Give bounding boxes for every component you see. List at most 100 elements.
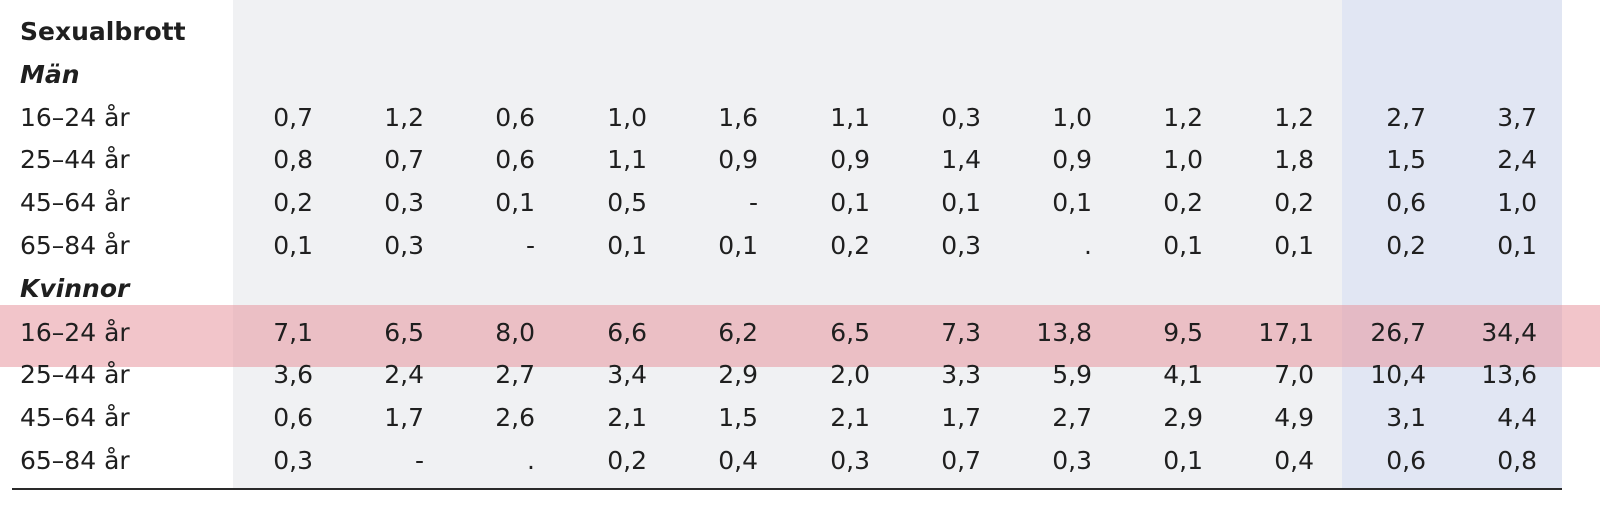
table-cell: 0,9 [1052, 145, 1092, 174]
table-cell: 2,9 [718, 360, 758, 389]
table-cell: 26,7 [1370, 318, 1426, 347]
table-cell: 0,1 [607, 231, 647, 260]
table-cell: 17,1 [1258, 318, 1314, 347]
table-cell: 1,2 [1274, 103, 1314, 132]
table-cell: 6,5 [830, 318, 870, 347]
recent-years-band [1342, 0, 1562, 488]
table-cell: 8,0 [495, 318, 535, 347]
table-row: 16–24 år 0,7 1,2 0,6 1,0 1,6 1,1 0,3 1,0 1,2 1,2 2,… [0, 96, 1600, 140]
table-row: 65–84 år 0,1 0,3 - 0,1 0,1 0,2 0,3. 0,1 0,1 0,2 0,1 [0, 224, 1600, 268]
table-cell: 0,6 [1386, 188, 1426, 217]
age-group-label: 25–44 år [20, 360, 130, 389]
table-cell: 0,2 [1386, 231, 1426, 260]
table-cell: - [525, 231, 535, 260]
table-cell: 3,3 [941, 360, 981, 389]
age-group-label: 45–64 år [20, 403, 130, 432]
table-cell: 0,6 [273, 403, 313, 432]
table-cell: 1,5 [1386, 145, 1426, 174]
table-cell: 3,4 [607, 360, 647, 389]
table-cell: 5,9 [1052, 360, 1092, 389]
table-cell: 1,0 [607, 103, 647, 132]
table-cell: 1,4 [941, 145, 981, 174]
table-cell: 1,7 [384, 403, 424, 432]
table-cell: 1,1 [607, 145, 647, 174]
table-cell: 0,1 [273, 231, 313, 260]
table-cell: 0,2 [607, 446, 647, 475]
table-cell: 3,7 [1497, 103, 1537, 132]
table-cell: 0,4 [718, 446, 758, 475]
table-cell: 0,5 [607, 188, 647, 217]
table-row: 45–64 år 0,6 1,7 2,6 2,1 1,5 2,1 1,7 2,7 2,9 4,9 3,… [0, 396, 1600, 440]
table-shaded-area [233, 0, 1342, 488]
age-group-label: 16–24 år [20, 103, 130, 132]
table-cell: 0,1 [1163, 231, 1203, 260]
table-cell: 1,0 [1163, 145, 1203, 174]
table-cell: 0,3 [273, 446, 313, 475]
table-cell: 0,1 [941, 188, 981, 217]
table-cell: 1,5 [718, 403, 758, 432]
table-cell: 0,8 [273, 145, 313, 174]
table-row: 65–84 år 0,3 -. 0,2 0,4 0,3 0,7 0,3 0,1 0,4 0,6 0,8 [0, 439, 1600, 483]
table-cell: 3,6 [273, 360, 313, 389]
table-cell: 2,9 [1163, 403, 1203, 432]
table-cell: 1,7 [941, 403, 981, 432]
table-cell: 34,4 [1481, 318, 1537, 347]
table-cell: 0,7 [941, 446, 981, 475]
table-cell: 2,6 [495, 403, 535, 432]
table-cell: - [748, 188, 758, 217]
table-cell: 0,7 [273, 103, 313, 132]
table-cell: 0,3 [941, 103, 981, 132]
table-cell: 0,3 [384, 231, 424, 260]
table-cell: 0,1 [1497, 231, 1537, 260]
table-cell: 0,6 [495, 145, 535, 174]
table-cell: 13,6 [1481, 360, 1537, 389]
table-cell: 3,1 [1386, 403, 1426, 432]
table-cell: 0,2 [273, 188, 313, 217]
table-cell: 0,2 [1163, 188, 1203, 217]
table-cell: - [414, 446, 424, 475]
table-cell: 1,1 [830, 103, 870, 132]
table-cell: 0,1 [495, 188, 535, 217]
table-cell: 9,5 [1163, 318, 1203, 347]
table-cell: 4,9 [1274, 403, 1314, 432]
table-cell: 7,1 [273, 318, 313, 347]
table-cell: 0,4 [1274, 446, 1314, 475]
table-cell: 1,8 [1274, 145, 1314, 174]
table-cell: 0,2 [1274, 188, 1314, 217]
table-cell: 0,8 [1497, 446, 1537, 475]
table-cell: 0,6 [495, 103, 535, 132]
age-group-label: 65–84 år [20, 446, 130, 475]
table-cell: . [527, 446, 535, 475]
table-cell: 2,4 [384, 360, 424, 389]
table-cell: 0,9 [718, 145, 758, 174]
table-cell: . [1084, 231, 1092, 260]
group-header-row: Män [0, 53, 1600, 97]
table-cell: 0,1 [830, 188, 870, 217]
table-cell: 2,4 [1497, 145, 1537, 174]
table-row: 16–24 år 7,1 6,5 8,0 6,6 6,2 6,5 7,3 13,8 9,5 17,1… [0, 311, 1600, 355]
table-cell: 0,3 [1052, 446, 1092, 475]
group-label: Män [20, 60, 80, 89]
table-cell: 0,1 [1163, 446, 1203, 475]
table-cell: 6,6 [607, 318, 647, 347]
table-cell: 1,6 [718, 103, 758, 132]
table-cell: 0,1 [1274, 231, 1314, 260]
table-title: Sexualbrott [20, 17, 186, 46]
row-highlight [0, 305, 1600, 367]
table-cell: 1,0 [1497, 188, 1537, 217]
age-group-label: 25–44 år [20, 145, 130, 174]
group-header-row: Kvinnor [0, 267, 1600, 311]
table-cell: 1,0 [1052, 103, 1092, 132]
table-cell: 0,1 [1052, 188, 1092, 217]
table-cell: 10,4 [1370, 360, 1426, 389]
table-cell: 2,7 [495, 360, 535, 389]
table-row: 25–44 år 0,8 0,7 0,6 1,1 0,9 0,9 1,4 0,9 1,0 1,8 1,… [0, 138, 1600, 182]
table-row: 25–44 år 3,6 2,4 2,7 3,4 2,9 2,0 3,3 5,9 4,1 7,0 10… [0, 353, 1600, 397]
table-cell: 0,9 [830, 145, 870, 174]
table-cell: 0,3 [384, 188, 424, 217]
table-title-row: Sexualbrott [0, 10, 1600, 54]
table-cell: 2,1 [830, 403, 870, 432]
table-cell: 6,5 [384, 318, 424, 347]
table-row: 45–64 år 0,2 0,3 0,1 0,5 - 0,1 0,1 0,1 0,2 0,2 0,6 1… [0, 181, 1600, 225]
age-group-label: 45–64 år [20, 188, 130, 217]
